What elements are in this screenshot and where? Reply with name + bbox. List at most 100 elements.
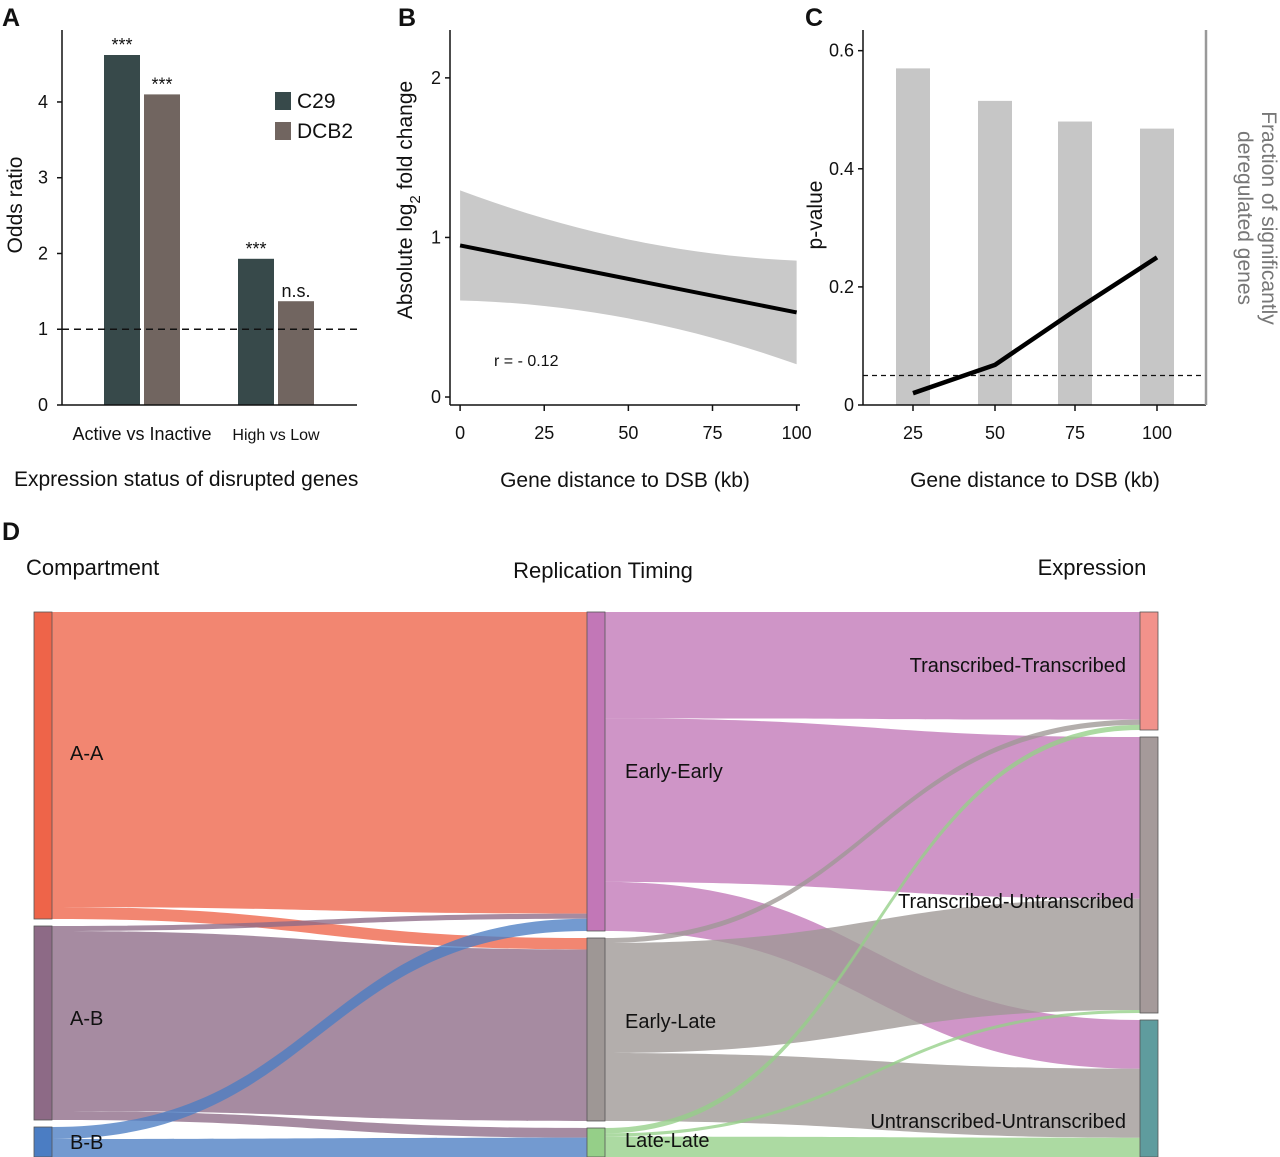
panel-b-label: B xyxy=(398,4,416,32)
panel-a-legend: C29 DCB2 xyxy=(275,90,353,143)
fraction-bar-25 xyxy=(896,68,930,405)
flow-EL-UU xyxy=(605,1053,1140,1138)
y-tick-label: 0.4 xyxy=(829,159,854,179)
sankey-node-TU xyxy=(1139,736,1159,1014)
flow-AB-EE xyxy=(52,913,587,931)
panel-c-pvalue-chart: C 0 0.2 0.4 0.6 25 50 75 100 p-value Gene dista… xyxy=(804,4,1280,492)
panel-a-bars: *** *** *** n.s. xyxy=(104,35,314,406)
sankey-node-EE xyxy=(586,611,606,932)
flow-AA-EE xyxy=(52,612,587,914)
sankey-node-AA xyxy=(33,611,53,920)
y-tick-label: 2 xyxy=(38,243,48,263)
panel-b-axes: 0 1 2 0 25 50 75 100 xyxy=(431,30,812,443)
panel-b-correlation-annotation: r = - 0.12 xyxy=(494,353,559,370)
y-tick-label: 1 xyxy=(38,319,48,339)
y-tick-label: 2 xyxy=(431,68,441,88)
y-tick-label: 0.2 xyxy=(829,277,854,297)
flow-LL-UU xyxy=(605,1136,1140,1157)
flow-EL-TU xyxy=(605,898,1140,1053)
x-tick-label: 75 xyxy=(1065,423,1085,443)
x-tick-label: 100 xyxy=(1142,423,1172,443)
sankey-label-EE: Early-Early xyxy=(625,761,723,783)
sankey-label-BB: B-B xyxy=(70,1132,103,1154)
panel-b-fold-change-chart: B 0 1 2 0 25 50 75 100 Absolute log2 fold chang… xyxy=(394,4,812,492)
sankey-nodes xyxy=(33,611,1159,1157)
panel-a-odds-ratio-chart: A *** *** *** n.s. 0 1 2 3 4 Active vs Inactive H… xyxy=(2,4,358,491)
flow-LL-TT xyxy=(605,724,1140,1134)
panel-a-label: A xyxy=(2,4,20,32)
sankey-label-LL: Late-Late xyxy=(625,1130,710,1152)
flow-BB-EE xyxy=(52,918,587,1139)
panel-c-right-axis-title-line1: Fraction of significantly xyxy=(1257,111,1280,325)
panel-d-sankey-diagram: D Compartment Replication Timing Express… xyxy=(2,518,1159,1157)
x-tick-label: 75 xyxy=(702,423,722,443)
flow-LL-TU xyxy=(605,1009,1140,1137)
legend-c29-label: C29 xyxy=(297,90,336,113)
panel-d-label: D xyxy=(2,518,20,546)
sankey-label-TU: Transcribed-Untranscribed xyxy=(898,891,1134,913)
sankey-node-AB xyxy=(33,925,53,1121)
sankey-column-expression: Expression xyxy=(1038,555,1147,580)
fraction-bar-75 xyxy=(1058,121,1092,405)
x-tick-label: 100 xyxy=(782,423,812,443)
panel-a-y-axis-title: Odds ratio xyxy=(4,157,27,254)
sankey-node-EL xyxy=(586,937,606,1122)
panel-c-y-axis-title: p-value xyxy=(804,181,827,250)
sankey-label-TT: Transcribed-Transcribed xyxy=(910,655,1126,677)
legend-dcb2-label: DCB2 xyxy=(297,120,353,143)
sankey-label-EL: Early-Late xyxy=(625,1011,716,1033)
x-tick-label: 50 xyxy=(618,423,638,443)
flow-EE-TU xyxy=(605,718,1140,899)
pvalue-line xyxy=(912,255,1159,396)
sankey-node-TT xyxy=(1139,611,1159,731)
significance-label: *** xyxy=(245,239,266,259)
significance-label: *** xyxy=(111,35,132,55)
significance-label: *** xyxy=(151,74,172,94)
sankey-node-BB xyxy=(33,1126,53,1157)
panel-b-y-axis-title: Absolute log2 fold change xyxy=(394,81,424,319)
bar-dcb2-1 xyxy=(278,301,314,405)
sankey-node-labels: A-A A-B B-B Early-Early Early-Late Late-Late T… xyxy=(70,655,1134,1154)
regression-line xyxy=(459,243,798,315)
y-tick-label: 0 xyxy=(431,387,441,407)
panel-c-plot xyxy=(863,68,1206,405)
bar-c29-0 xyxy=(104,55,140,405)
panel-b-x-axis-title: Gene distance to DSB (kb) xyxy=(500,469,750,492)
sankey-column-compartment: Compartment xyxy=(26,555,159,580)
y-tick-label: 0 xyxy=(844,395,854,415)
x-tick-label: 0 xyxy=(455,423,465,443)
x-category-label: High vs Low xyxy=(232,427,320,444)
sankey-label-AB: A-B xyxy=(70,1008,103,1030)
legend-c29-swatch xyxy=(275,92,291,110)
panel-c-axes: 0 0.2 0.4 0.6 25 50 75 100 xyxy=(829,30,1208,443)
sankey-column-replication-timing: Replication Timing xyxy=(513,558,693,583)
panel-b-plot xyxy=(459,190,798,365)
y-tick-label: 0 xyxy=(38,395,48,415)
panel-a-axes: 0 1 2 3 4 Active vs Inactive High vs Low xyxy=(38,30,357,444)
fraction-bar-50 xyxy=(978,100,1012,405)
significance-label: n.s. xyxy=(281,281,310,301)
sankey-node-UU xyxy=(1139,1019,1159,1157)
flow-AA-EL xyxy=(52,907,587,950)
sankey-label-AA: A-A xyxy=(70,743,104,765)
panel-c-label: C xyxy=(805,4,823,32)
flow-EE-TT xyxy=(605,612,1140,720)
legend-dcb2-swatch xyxy=(275,122,291,140)
flow-BB-LL xyxy=(52,1137,587,1157)
panel-c-x-axis-title: Gene distance to DSB (kb) xyxy=(910,469,1160,492)
sankey-label-UU: Untranscribed-Untranscribed xyxy=(870,1111,1126,1133)
panel-a-x-axis-title: Expression status of disrupted genes xyxy=(14,468,358,491)
x-tick-label: 25 xyxy=(534,423,554,443)
bar-c29-1 xyxy=(238,258,274,405)
flow-EL-TT xyxy=(605,719,1140,943)
y-tick-label: 1 xyxy=(431,227,441,247)
y-tick-label: 4 xyxy=(38,92,48,112)
sankey-flows xyxy=(52,612,1140,1157)
x-tick-label: 25 xyxy=(903,423,923,443)
x-tick-label: 50 xyxy=(985,423,1005,443)
x-category-label: Active vs Inactive xyxy=(72,424,211,444)
sankey-node-LL xyxy=(586,1127,606,1157)
flow-AB-LL xyxy=(52,1111,587,1138)
panel-c-right-axis-title-line2: deregulated genes xyxy=(1233,131,1256,305)
